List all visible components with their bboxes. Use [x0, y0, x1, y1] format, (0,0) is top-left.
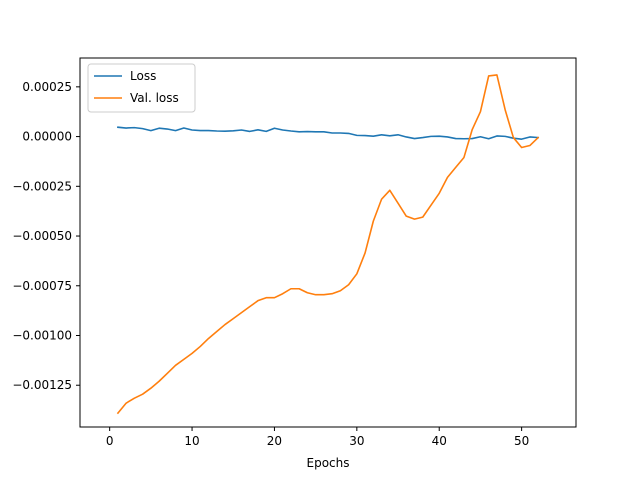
- series-layer: [116, 74, 540, 415]
- x-axis-label: Epochs: [307, 456, 350, 470]
- x-tick-label: 20: [267, 434, 282, 448]
- legend-label: Loss: [130, 69, 156, 83]
- y-tick-label: −0.00100: [12, 328, 72, 342]
- x-axis: 0 10 20 30 40 50: [106, 427, 529, 448]
- x-tick-label: 10: [184, 434, 199, 448]
- y-axis: −0.00125 −0.00100 −0.00075 −0.00050 −0.00025…: [12, 80, 80, 392]
- legend: Loss Val. loss: [87, 63, 196, 113]
- y-tick-label: 0.00025: [22, 80, 72, 94]
- legend-label: Val. loss: [130, 91, 179, 105]
- series-line-loss: [117, 126, 539, 140]
- y-tick-label: 0.00000: [22, 130, 72, 144]
- x-tick-label: 0: [106, 434, 114, 448]
- series-line-val-loss: [116, 74, 540, 415]
- y-tick-label: −0.00025: [12, 179, 72, 193]
- y-tick-label: −0.00125: [12, 378, 72, 392]
- y-tick-label: −0.00075: [12, 279, 72, 293]
- plot-frame: [79, 57, 577, 428]
- y-tick-label: −0.00050: [12, 229, 72, 243]
- x-tick-label: 50: [514, 434, 529, 448]
- x-tick-label: 30: [349, 434, 364, 448]
- x-tick-label: 40: [432, 434, 447, 448]
- plot-area: [80, 58, 576, 427]
